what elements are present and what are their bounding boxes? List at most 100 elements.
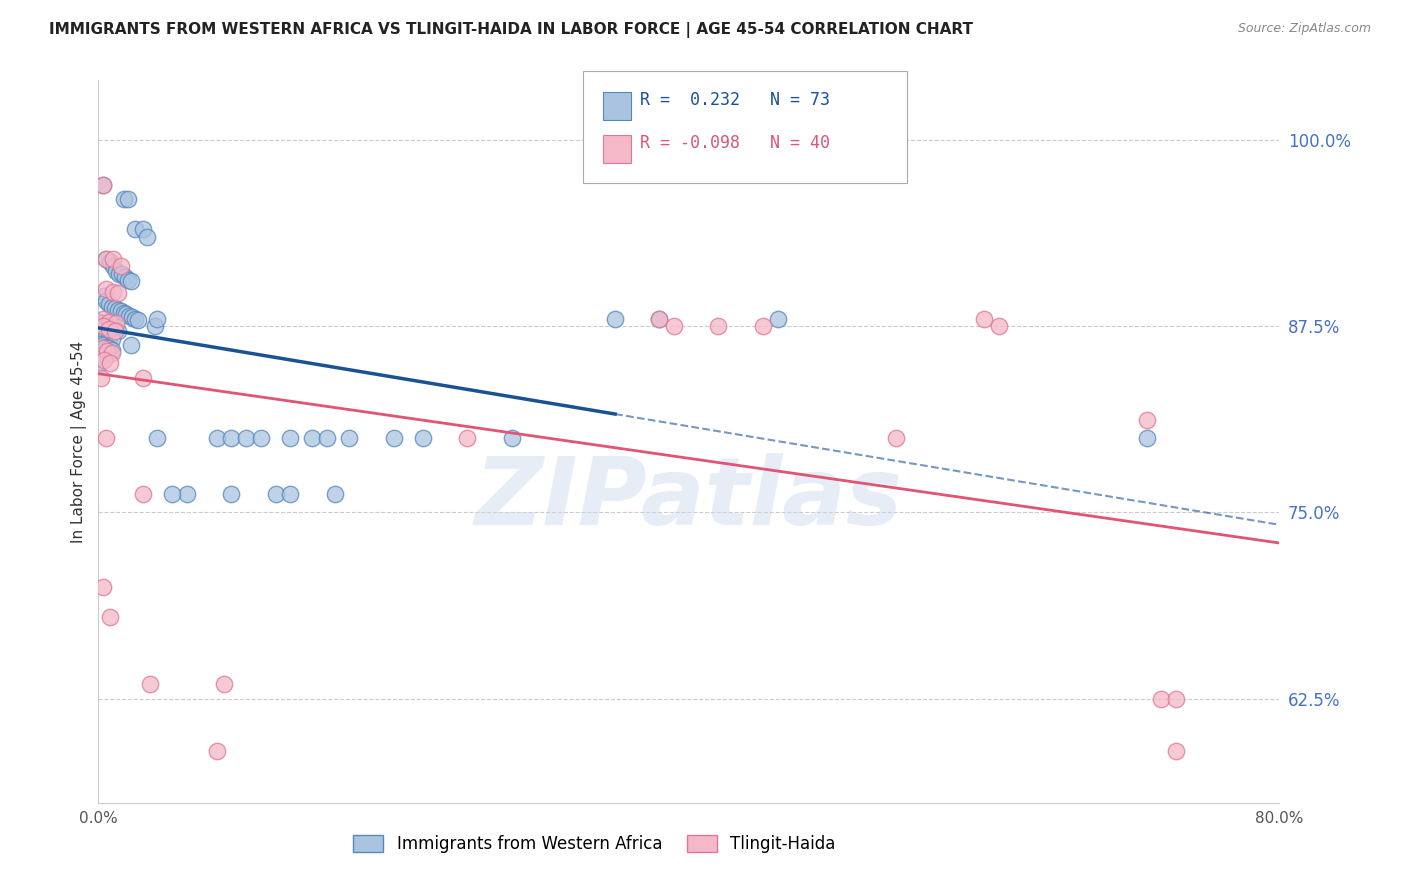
- Point: [91, 580, 114, 594]
- Point: [104, 322, 127, 336]
- Point: [136, 229, 159, 244]
- Point: [501, 431, 523, 445]
- Point: [97, 322, 120, 336]
- Point: [100, 300, 122, 314]
- Point: [97, 342, 120, 356]
- Point: [107, 302, 129, 317]
- Point: [105, 316, 128, 330]
- Point: [89, 349, 111, 363]
- Point: [90, 371, 112, 385]
- Point: [132, 371, 155, 385]
- Point: [339, 431, 361, 445]
- Point: [1136, 413, 1159, 427]
- Point: [124, 222, 146, 236]
- Point: [112, 306, 135, 320]
- Point: [118, 309, 141, 323]
- Text: Source: ZipAtlas.com: Source: ZipAtlas.com: [1237, 22, 1371, 36]
- Point: [988, 319, 1011, 334]
- Point: [664, 319, 686, 334]
- Point: [94, 293, 117, 308]
- Text: R =  0.232   N = 73: R = 0.232 N = 73: [640, 91, 830, 109]
- Point: [235, 431, 257, 445]
- Point: [108, 267, 131, 281]
- Point: [110, 304, 132, 318]
- Point: [143, 319, 166, 334]
- Point: [97, 315, 120, 329]
- Point: [107, 324, 129, 338]
- Legend: Immigrants from Western Africa, Tlingit-Haida: Immigrants from Western Africa, Tlingit-…: [346, 828, 842, 860]
- Point: [94, 252, 117, 266]
- Point: [89, 356, 111, 370]
- Point: [221, 487, 243, 501]
- Point: [707, 319, 730, 334]
- Point: [124, 311, 146, 326]
- Point: [648, 311, 671, 326]
- Point: [766, 311, 789, 326]
- Point: [94, 252, 117, 266]
- Point: [114, 269, 136, 284]
- Point: [205, 431, 228, 445]
- Point: [205, 744, 228, 758]
- Point: [146, 431, 169, 445]
- Point: [89, 326, 111, 341]
- Point: [1150, 691, 1173, 706]
- Point: [89, 337, 111, 351]
- Point: [212, 676, 235, 690]
- Point: [457, 431, 479, 445]
- Point: [91, 316, 114, 330]
- Point: [648, 311, 671, 326]
- Point: [91, 319, 114, 334]
- Point: [91, 351, 114, 365]
- Point: [316, 431, 339, 445]
- Point: [91, 338, 114, 352]
- Point: [250, 431, 273, 445]
- Point: [412, 431, 434, 445]
- Point: [973, 311, 995, 326]
- Point: [97, 319, 120, 334]
- Point: [221, 431, 243, 445]
- Point: [94, 318, 117, 332]
- Point: [103, 285, 125, 299]
- Point: [93, 353, 115, 368]
- Point: [264, 487, 287, 501]
- Point: [100, 343, 122, 357]
- Point: [120, 274, 142, 288]
- Point: [115, 307, 138, 321]
- Point: [94, 329, 117, 343]
- Point: [120, 338, 142, 352]
- Point: [94, 431, 117, 445]
- Point: [117, 193, 139, 207]
- Point: [752, 319, 775, 334]
- Point: [382, 431, 405, 445]
- Point: [117, 273, 139, 287]
- Point: [1343, 413, 1365, 427]
- Point: [1343, 758, 1365, 772]
- Point: [89, 315, 111, 329]
- Point: [91, 328, 114, 343]
- Point: [100, 333, 122, 347]
- Point: [884, 431, 907, 445]
- Point: [91, 289, 114, 303]
- Point: [121, 310, 143, 325]
- Point: [94, 282, 117, 296]
- Text: ZIPatlas: ZIPatlas: [475, 453, 903, 545]
- Point: [91, 311, 114, 326]
- Point: [94, 340, 117, 354]
- Point: [280, 431, 302, 445]
- Point: [97, 331, 120, 345]
- Point: [97, 297, 120, 311]
- Point: [91, 178, 114, 192]
- Point: [1166, 744, 1188, 758]
- Point: [280, 487, 302, 501]
- Point: [98, 356, 121, 370]
- Text: R = -0.098   N = 40: R = -0.098 N = 40: [640, 134, 830, 152]
- Point: [98, 255, 121, 269]
- Point: [91, 178, 114, 192]
- Point: [132, 487, 155, 501]
- Point: [127, 313, 149, 327]
- Point: [111, 267, 134, 281]
- Point: [176, 487, 198, 501]
- Point: [103, 252, 125, 266]
- Point: [91, 342, 114, 356]
- Point: [146, 311, 169, 326]
